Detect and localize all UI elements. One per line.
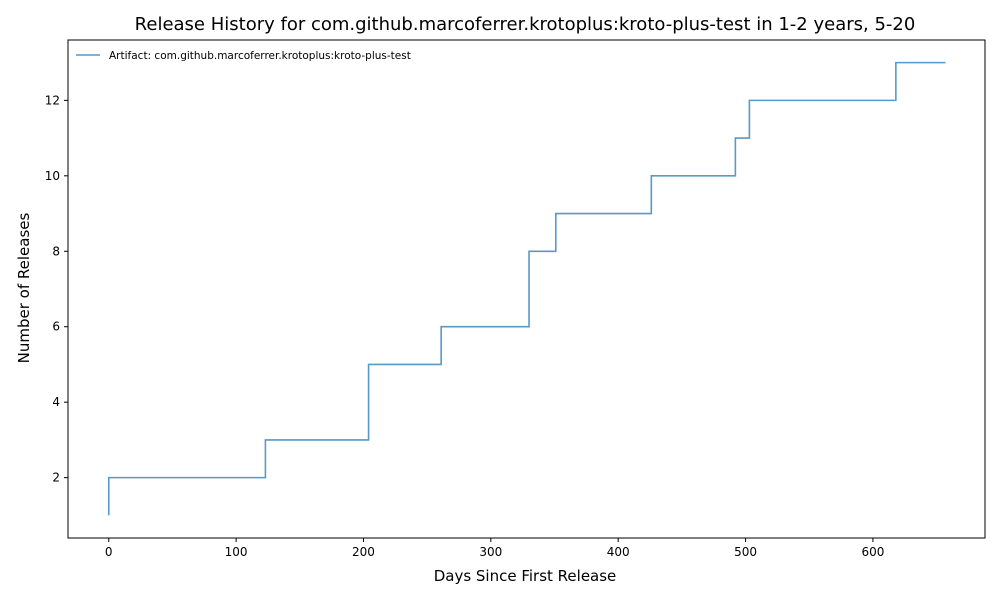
legend-entry: Artifact: com.github.marcoferrer.krotopl… [109,50,411,62]
axes-frame [67,39,986,539]
x-tick-label: 0 [105,545,113,559]
plot-area [107,61,946,516]
x-tick-label: 500 [734,545,757,559]
chart-title: Release History for com.github.marcoferr… [135,14,916,35]
x-tick-label: 400 [607,545,630,559]
y-tick-label: 12 [45,93,60,107]
x-tick-label: 600 [861,545,884,559]
y-axis-ticks: 2 4 6 8 10 12 [45,93,68,485]
y-tick-label: 4 [52,395,60,409]
x-tick-label: 200 [352,545,375,559]
y-tick-label: 6 [52,320,60,334]
y-axis-label: Number of Releases [15,212,33,363]
series-line [107,61,946,516]
y-tick-label: 2 [52,471,60,485]
x-axis-label: Days Since First Release [434,567,617,585]
x-tick-label: 300 [479,545,502,559]
x-axis-ticks: 0 100 200 300 400 500 600 [105,538,884,559]
y-tick-label: 8 [52,244,60,258]
y-tick-label: 10 [45,169,60,183]
x-tick-label: 100 [225,545,248,559]
legend: Artifact: com.github.marcoferrer.krotopl… [76,50,411,62]
